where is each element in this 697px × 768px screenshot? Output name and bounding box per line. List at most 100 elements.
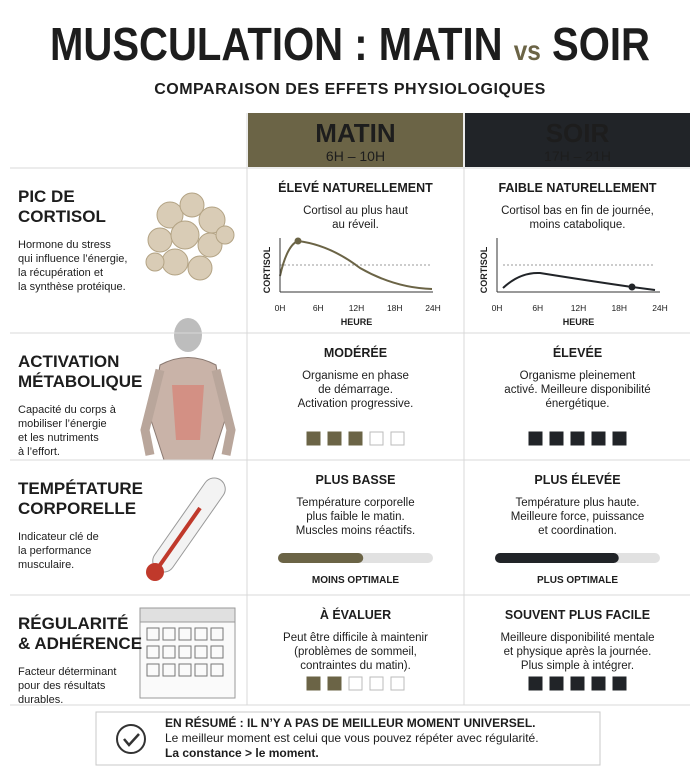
rating-square [591, 676, 606, 691]
cell-text: Activation progressive. [298, 398, 414, 410]
row-title: CORTISOL [18, 207, 106, 226]
x-tick-label: 0H [492, 303, 503, 313]
morning-curve [279, 239, 433, 290]
cell-text: Cortisol au plus haut [303, 205, 409, 217]
row-description: et les nutriments [18, 432, 99, 444]
rating-square [570, 676, 585, 691]
rating-square [369, 431, 384, 446]
evening-curve [502, 271, 656, 291]
cell-text: au réveil. [332, 219, 379, 231]
x-tick-label: 12H [349, 303, 365, 313]
row-title: ACTIVATION [18, 352, 119, 371]
check-mark [123, 733, 140, 747]
cell-heading: À ÉVALUER [320, 607, 391, 622]
x-tick-label: 24H [425, 303, 441, 313]
row-title: MÉTABOLIQUE [18, 372, 142, 391]
column-name: SOIR [546, 118, 610, 148]
cell-text: Muscles moins réactifs. [296, 525, 416, 537]
column-header [465, 113, 690, 167]
cell-text: Température corporelle [296, 497, 414, 509]
rating-square [327, 431, 342, 446]
x-tick-label: 18H [611, 303, 627, 313]
row-title: & ADHÉRENCE [18, 634, 142, 653]
cell-text: Cortisol bas en fin de journée, [501, 205, 654, 217]
cell-heading: PLUS BASSE [316, 473, 396, 487]
curve-dot [628, 283, 636, 291]
row-title: TEMPÉTATURE [18, 479, 143, 498]
axis-label: HEURE [563, 317, 595, 327]
cell-heading: FAIBLE NATURELLEMENT [498, 181, 656, 195]
rating-square [528, 431, 543, 446]
cell-text: plus faible le matin. [306, 511, 404, 523]
x-tick-label: 6H [313, 303, 324, 313]
x-tick-label: 0H [275, 303, 286, 313]
cell-text: énergétique. [546, 398, 610, 410]
row-description: durables. [18, 694, 63, 706]
rating-square [327, 676, 342, 691]
row-description: mobiliser l’énergie [18, 418, 107, 430]
cell-text: Meilleure force, puissance [511, 511, 645, 523]
summary-line: La constance > le moment. [165, 746, 319, 760]
row-description: Indicateur clé de [18, 531, 99, 543]
cell-heading: SOUVENT PLUS FACILE [505, 608, 650, 622]
cortisol-illustration [145, 192, 235, 281]
cell-heading: ÉLEVÉE [553, 345, 602, 360]
cell-heading: ÉLEVÉ NATURELLEMENT [278, 180, 433, 195]
rating-square [390, 431, 405, 446]
title-main: MUSCULATION : MATIN [50, 18, 503, 70]
row-description: la synthèse protéique. [18, 281, 126, 293]
subtitle: COMPARAISON DES EFFETS PHYSIOLOGIQUES [154, 81, 546, 98]
axis-label: CORTISOL [262, 246, 272, 293]
row-description: Facteur déterminant [18, 666, 116, 678]
rating-square [348, 676, 363, 691]
cell-text: de démarrage. [318, 384, 393, 396]
curve-dot [294, 237, 302, 245]
cell-text: contraintes du matin). [300, 660, 411, 672]
row-description: à l’effort. [18, 446, 60, 458]
column-hours: 17H – 21H [544, 148, 611, 164]
rating-square [306, 676, 321, 691]
level-bar [278, 553, 364, 563]
cell-text: activé. Meilleure disponibilité [504, 384, 650, 396]
cell-text: (problèmes de sommeil, [294, 646, 417, 658]
summary-box [95, 711, 601, 766]
title-vs: vs [514, 35, 541, 66]
summary-line: EN RÉSUMÉ : IL N’Y A PAS DE MEILLEUR MOM… [165, 715, 535, 730]
row-description: Capacité du corps à [18, 404, 117, 416]
page-title: MUSCULATION : MATIN vs SOIR [50, 18, 650, 70]
axis-label: CORTISOL [479, 246, 489, 293]
check-icon [116, 724, 146, 754]
rating-square [549, 676, 564, 691]
row-description: la performance [18, 545, 91, 557]
cell-text: moins catabolique. [530, 219, 626, 231]
thermometer-illustration [146, 477, 226, 581]
row-description: qui influence l’énergie, [18, 253, 127, 265]
row-description: la récupération et [18, 267, 103, 279]
row-title: RÉGULARITÉ [18, 614, 129, 633]
summary-line: Le meilleur moment est celui que vous po… [165, 731, 539, 745]
column-name: MATIN [315, 118, 395, 148]
row-title: PIC DE [18, 187, 75, 206]
cell-heading: MODÉRÉE [324, 345, 387, 360]
rating-square [612, 676, 627, 691]
x-tick-label: 6H [532, 303, 543, 313]
rating-square [612, 431, 627, 446]
rating-square [306, 431, 321, 446]
column-hours: 6H – 10H [326, 148, 385, 164]
level-label: PLUS OPTIMALE [537, 575, 618, 586]
rating-square [591, 431, 606, 446]
cell-text: et physique après la journée. [504, 646, 652, 658]
row-description: musculaire. [18, 559, 74, 571]
level-bar [495, 553, 619, 563]
rating-square [528, 676, 543, 691]
rating-square [369, 676, 384, 691]
cell-text: Meilleure disponibilité mentale [500, 632, 654, 644]
row-title: CORPORELLE [18, 499, 136, 518]
calendar-illustration [139, 607, 236, 699]
row-description: Hormone du stress [18, 239, 111, 251]
rating-square [570, 431, 585, 446]
cell-text: Organisme en phase [302, 370, 409, 382]
column-header [248, 113, 463, 167]
cell-text: Organisme pleinement [520, 370, 637, 382]
x-tick-label: 12H [571, 303, 587, 313]
